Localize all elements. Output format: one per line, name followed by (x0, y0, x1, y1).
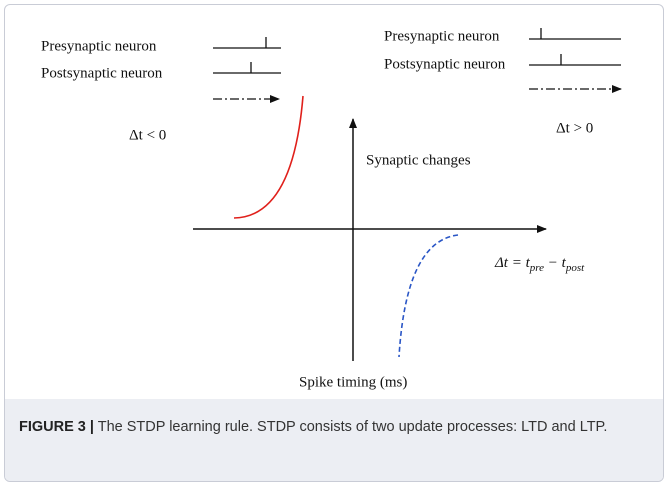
left-delta: Δt < 0 (129, 127, 166, 143)
left-presynaptic-label: Presynaptic neuron (41, 38, 157, 54)
ltd-curve (398, 234, 459, 358)
y-axis-label: Synaptic changes (366, 152, 471, 168)
diagram: Presynaptic neuron Postsynaptic neuron Δ… (41, 28, 622, 390)
right-delta: Δt > 0 (556, 120, 593, 136)
right-presynaptic-label: Presynaptic neuron (384, 28, 500, 44)
caption: FIGURE 3 | The STDP learning rule. STDP … (5, 399, 663, 481)
caption-text: The STDP learning rule. STDP consists of… (97, 419, 608, 435)
right-postsynaptic-label: Postsynaptic neuron (384, 56, 506, 72)
left-pre-spike (213, 37, 281, 49)
left-postsynaptic-label: Postsynaptic neuron (41, 65, 163, 81)
x-label-sub: post (565, 262, 585, 274)
bottom-label: Spike timing (ms) (299, 374, 407, 390)
x-axis-label: Δt = tpre − tpost (494, 255, 585, 273)
x-label-sub: pre (529, 262, 544, 274)
x-label-part: − t (544, 255, 567, 271)
ltp-curve (233, 95, 304, 219)
x-label-part: Δt = t (494, 255, 531, 271)
caption-label: FIGURE 3 | (19, 419, 94, 435)
left-post-spike (213, 62, 281, 74)
figure-frame: Presynaptic neuron Postsynaptic neuron Δ… (4, 4, 664, 482)
right-pre-spike (529, 28, 621, 40)
right-post-spike (529, 54, 621, 66)
